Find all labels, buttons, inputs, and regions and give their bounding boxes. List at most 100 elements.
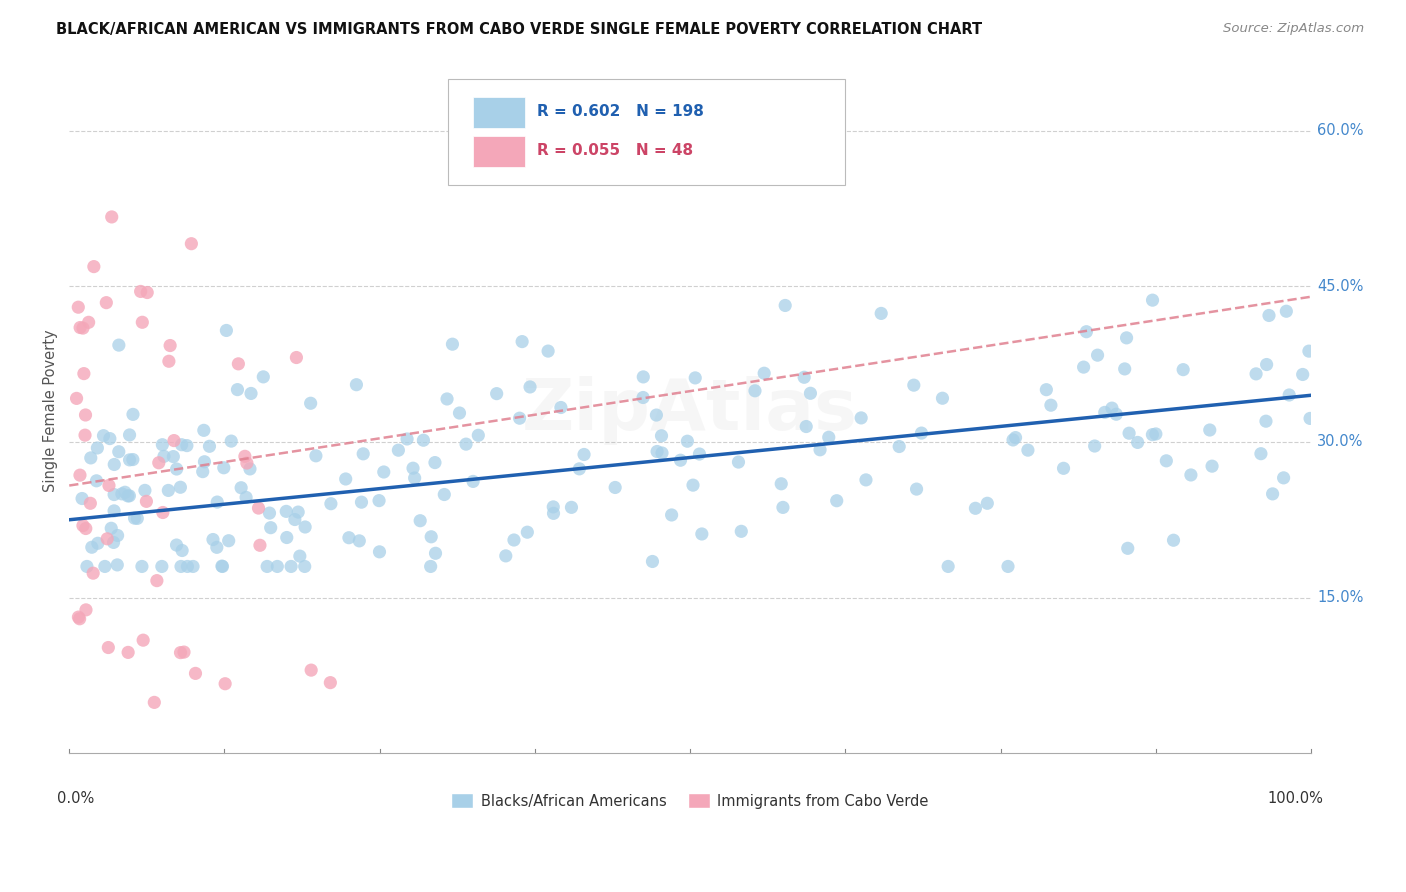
Point [773,298,796,312]
Point [910,426,932,441]
Point [1116,541,1139,556]
Point [215,323,238,337]
Point [256,559,278,574]
Point [305,449,328,463]
Point [131,315,153,329]
Point [172,543,194,558]
Point [352,447,374,461]
Point [294,559,316,574]
Point [247,501,270,516]
Point [319,497,342,511]
Point [669,453,692,467]
Point [134,483,156,498]
Point [69,468,91,483]
Point [1163,533,1185,548]
Point [207,495,229,509]
Point [80,541,103,555]
Point [284,512,307,526]
Point [855,473,877,487]
Point [121,452,143,467]
Point [1299,411,1322,425]
Point [77,315,100,329]
Point [169,646,191,660]
Point [676,434,699,449]
Text: BLACK/AFRICAN AMERICAN VS IMMIGRANTS FROM CABO VERDE SINGLE FEMALE POVERTY CORRE: BLACK/AFRICAN AMERICAN VS IMMIGRANTS FRO… [56,22,983,37]
Point [228,357,250,371]
Point [1118,426,1140,441]
Point [794,419,817,434]
Point [184,666,207,681]
Point [650,429,672,443]
Point [1052,461,1074,475]
Point [350,495,373,509]
Point [572,448,595,462]
Point [287,505,309,519]
Point [218,533,240,548]
Y-axis label: Single Female Poverty: Single Female Poverty [44,329,58,492]
Point [122,408,145,422]
Point [690,527,713,541]
Point [754,366,776,380]
Point [997,559,1019,574]
Point [129,285,152,299]
Point [198,439,221,453]
Point [1017,443,1039,458]
Point [173,645,195,659]
Point [1035,383,1057,397]
Point [276,531,298,545]
Point [1002,433,1025,447]
Point [294,520,316,534]
Point [412,434,434,448]
Point [73,367,96,381]
Point [368,493,391,508]
Point [1115,331,1137,345]
Point [67,300,90,314]
Point [93,428,115,442]
Text: 60.0%: 60.0% [1317,123,1364,138]
Point [236,456,259,470]
Point [449,406,471,420]
Point [1101,401,1123,416]
Point [402,461,425,475]
Legend: Blacks/African Americans, Immigrants from Cabo Verde: Blacks/African Americans, Immigrants fro… [446,788,935,814]
Point [683,371,706,385]
Point [605,480,627,494]
Point [80,450,103,465]
Point [252,369,274,384]
Point [730,524,752,539]
Point [503,533,526,547]
Point [86,441,108,455]
Point [103,504,125,518]
Point [645,444,668,458]
Point [96,295,118,310]
Point [905,482,928,496]
Point [235,491,257,505]
Point [645,408,668,422]
Point [205,541,228,555]
Point [260,521,283,535]
Point [1142,293,1164,308]
Point [75,603,97,617]
Point [107,528,129,542]
Point [1201,459,1223,474]
Point [117,489,139,503]
Point [727,455,749,469]
Point [425,546,447,560]
Point [808,442,831,457]
Point [103,458,125,472]
Point [146,574,169,588]
Point [1156,454,1178,468]
Point [266,559,288,574]
Point [510,334,533,349]
Point [467,428,489,442]
Point [159,338,181,352]
Text: 30.0%: 30.0% [1317,434,1364,450]
Point [349,533,371,548]
Point [135,494,157,508]
Point [519,380,541,394]
Point [162,450,184,464]
Point [495,549,517,563]
Point [1250,447,1272,461]
Point [105,558,128,572]
Point [94,559,117,574]
